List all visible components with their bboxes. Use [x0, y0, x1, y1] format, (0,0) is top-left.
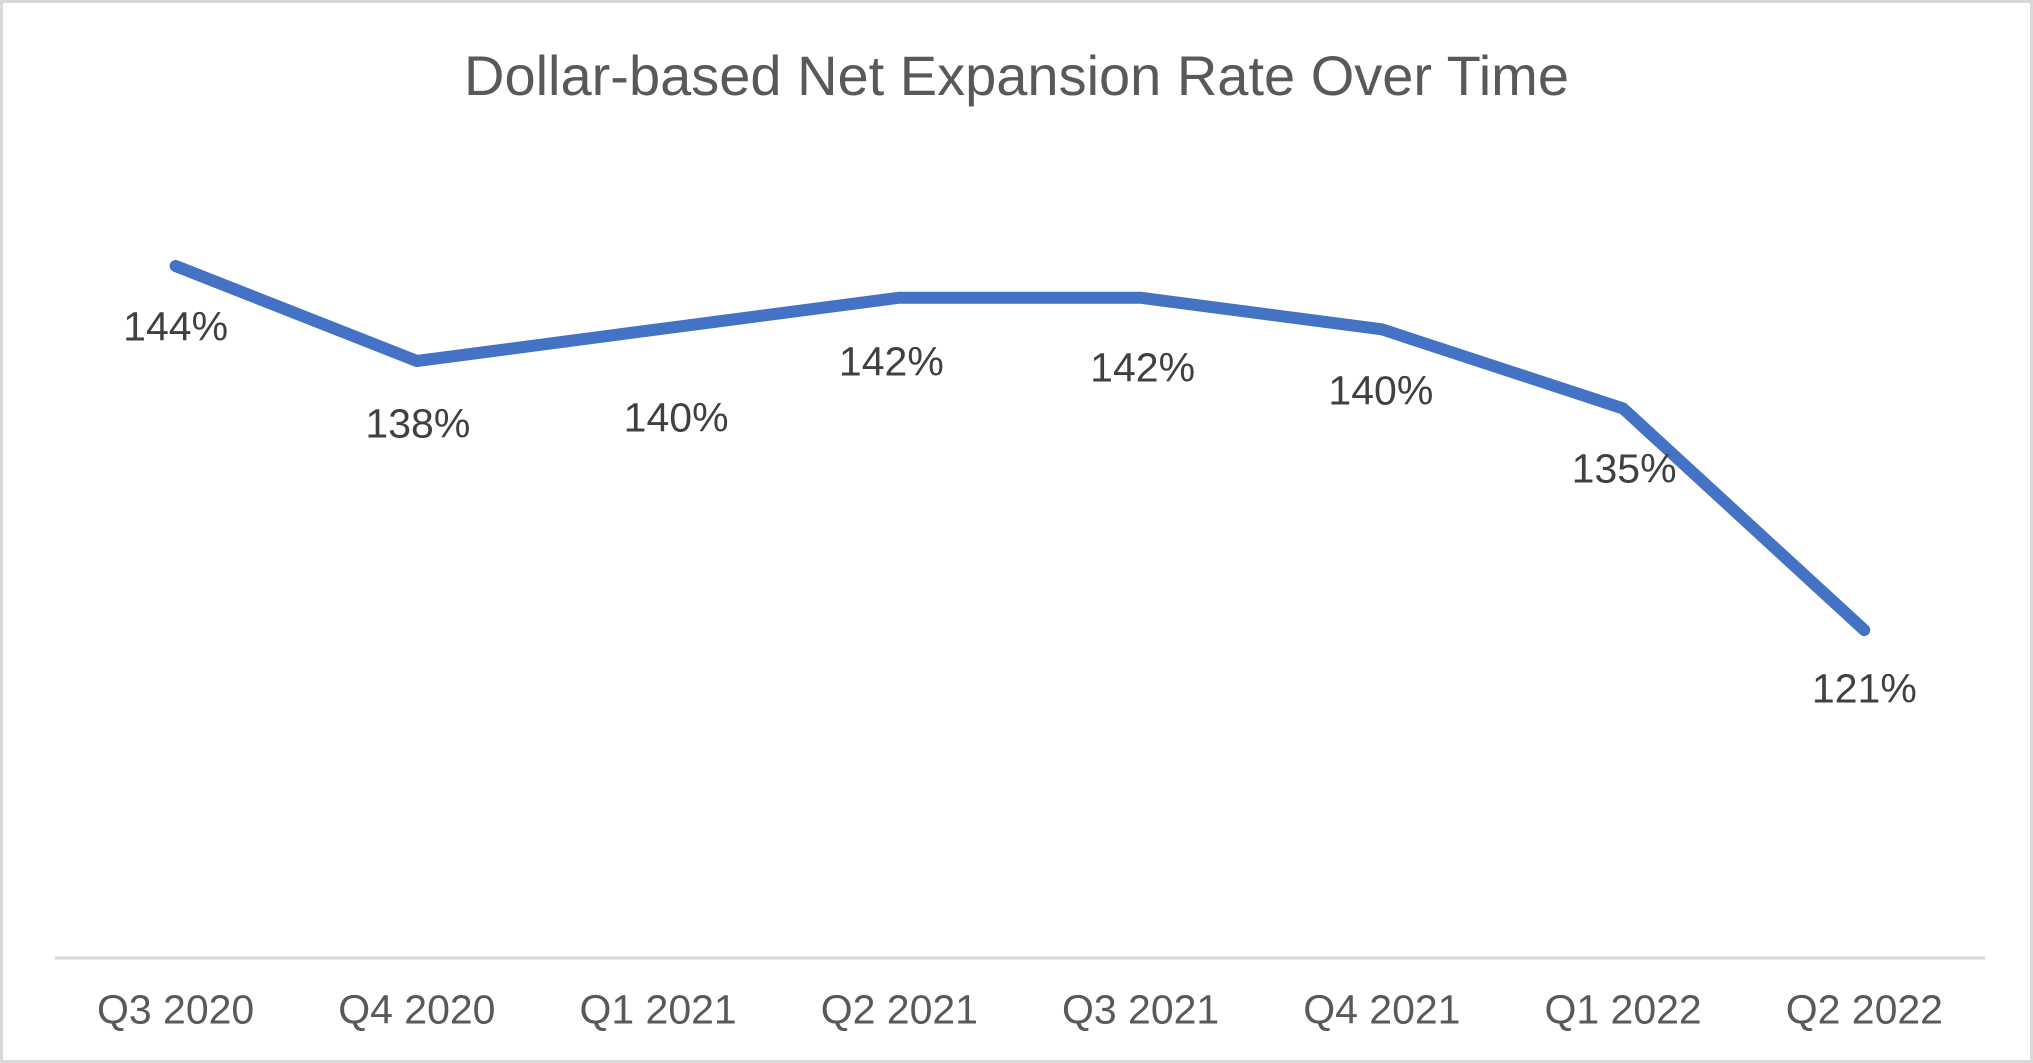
x-axis-label: Q4 2020 — [338, 986, 496, 1033]
x-axis-label: Q1 2021 — [579, 986, 737, 1033]
data-label: 142% — [838, 338, 944, 385]
x-axis-label: Q4 2021 — [1303, 986, 1461, 1033]
data-label: 140% — [623, 394, 729, 441]
x-axis-label: Q3 2020 — [96, 986, 255, 1033]
data-label: 138% — [365, 400, 471, 447]
data-label: 121% — [1811, 665, 1917, 712]
x-axis-label: Q2 2022 — [1785, 986, 1943, 1033]
chart-title: Dollar-based Net Expansion Rate Over Tim… — [464, 44, 1569, 107]
x-axis-label: Q2 2021 — [820, 986, 978, 1033]
data-label: 144% — [123, 303, 229, 350]
line-chart-svg — [55, 260, 1985, 960]
series-line — [169, 260, 1871, 637]
x-axis-label: Q1 2022 — [1544, 986, 1702, 1033]
data-label: 140% — [1328, 367, 1434, 414]
data-label: 142% — [1090, 344, 1196, 391]
data-label: 135% — [1571, 445, 1677, 492]
x-axis-label: Q3 2021 — [1061, 986, 1220, 1033]
